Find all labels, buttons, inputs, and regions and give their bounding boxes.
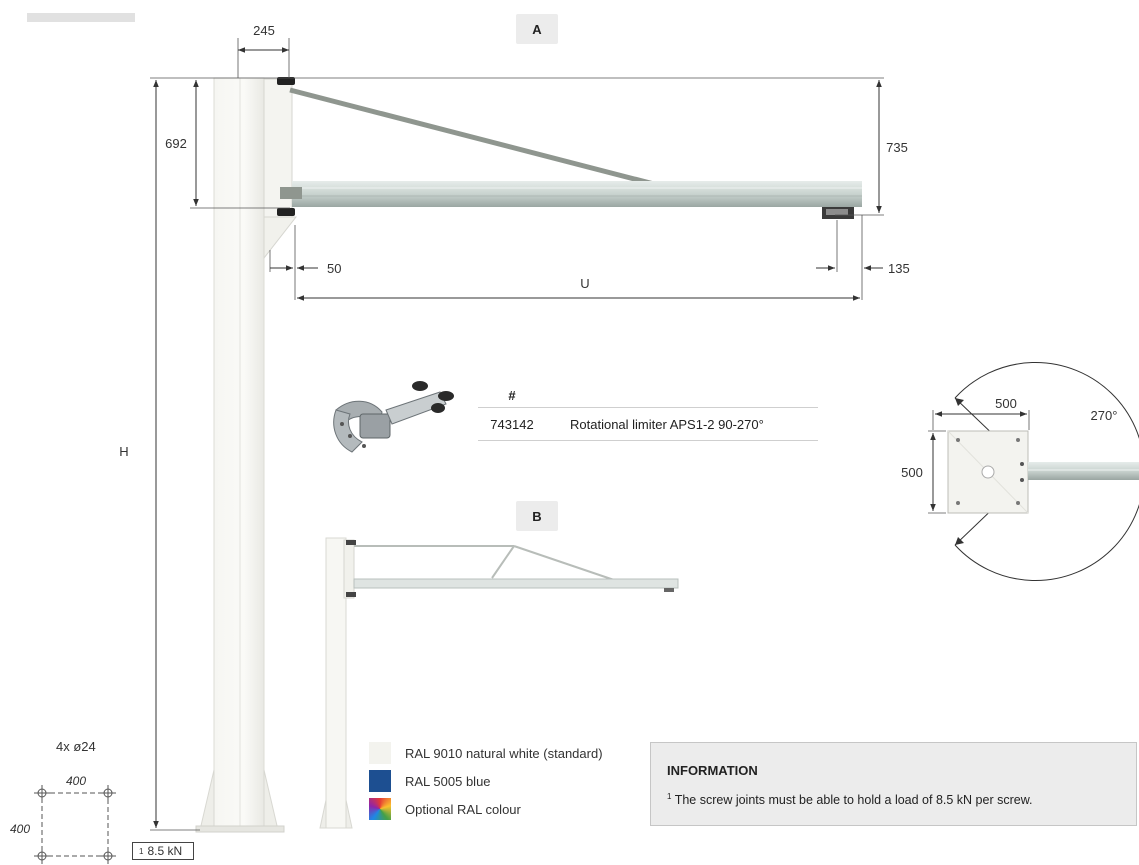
swatch-rainbow xyxy=(369,798,391,820)
dim-692-label: 692 xyxy=(165,136,187,151)
accessory-table: # 743142 Rotational limiter APS1-2 90-27… xyxy=(478,377,818,441)
colour-label: Optional RAL colour xyxy=(405,801,521,817)
plate-width-label: 500 xyxy=(995,396,1017,411)
information-note: 1 The screw joints must be able to hold … xyxy=(667,792,1120,807)
dim-245-label: 245 xyxy=(253,23,275,38)
dim-h-label: H xyxy=(119,444,128,459)
colour-label: RAL 9010 natural white (standard) xyxy=(405,745,603,761)
swatch-blue xyxy=(369,770,391,792)
part-description: Rotational limiter APS1-2 90-270° xyxy=(570,416,764,432)
main-crane xyxy=(195,77,862,833)
view-a-tag: A xyxy=(516,14,558,44)
load-value: 8.5 kN xyxy=(147,844,183,858)
table-header-number: # xyxy=(508,388,516,403)
part-number: 743142 xyxy=(490,416,534,432)
colour-legend: RAL 9010 natural white (standard) RAL 50… xyxy=(369,740,603,824)
colour-label: RAL 5005 blue xyxy=(405,773,491,789)
header-placeholder-bar xyxy=(27,13,135,22)
colour-option-blue: RAL 5005 blue xyxy=(369,768,603,794)
dim-135-label: 135 xyxy=(888,261,910,276)
bolt-spacing-y-label: 400 xyxy=(10,822,30,836)
swatch-white xyxy=(369,742,391,764)
dim-735-label: 735 xyxy=(886,140,908,155)
plate-height-label: 500 xyxy=(901,465,923,480)
colour-option-custom: Optional RAL colour xyxy=(369,796,603,822)
foundation-bolt-pattern xyxy=(34,785,116,864)
information-title: INFORMATION xyxy=(667,763,758,778)
load-superscript: 1 xyxy=(139,846,144,856)
view-b-tag: B xyxy=(516,501,558,531)
rotation-angle-label: 270° xyxy=(1091,408,1118,423)
table-row: 743142 Rotational limiter APS1-2 90-270° xyxy=(478,408,818,441)
note-superscript: 1 xyxy=(667,792,672,801)
dim-50-label: 50 xyxy=(327,261,341,276)
crane-variant-b xyxy=(319,537,679,829)
note-text: The screw joints must be able to hold a … xyxy=(674,793,1033,808)
rotational-limiter-icon xyxy=(333,381,454,453)
dim-u-label: U xyxy=(580,276,589,291)
load-box: 1 8.5 kN xyxy=(132,842,194,860)
base-plate-top-view xyxy=(928,362,1139,581)
table-header: # xyxy=(478,377,818,408)
colour-option-white: RAL 9010 natural white (standard) xyxy=(369,740,603,766)
bolt-spec: 4x ø24 xyxy=(56,739,96,754)
information-box: INFORMATION 1 The screw joints must be a… xyxy=(650,742,1137,826)
bolt-spacing-x-label: 400 xyxy=(66,774,86,788)
